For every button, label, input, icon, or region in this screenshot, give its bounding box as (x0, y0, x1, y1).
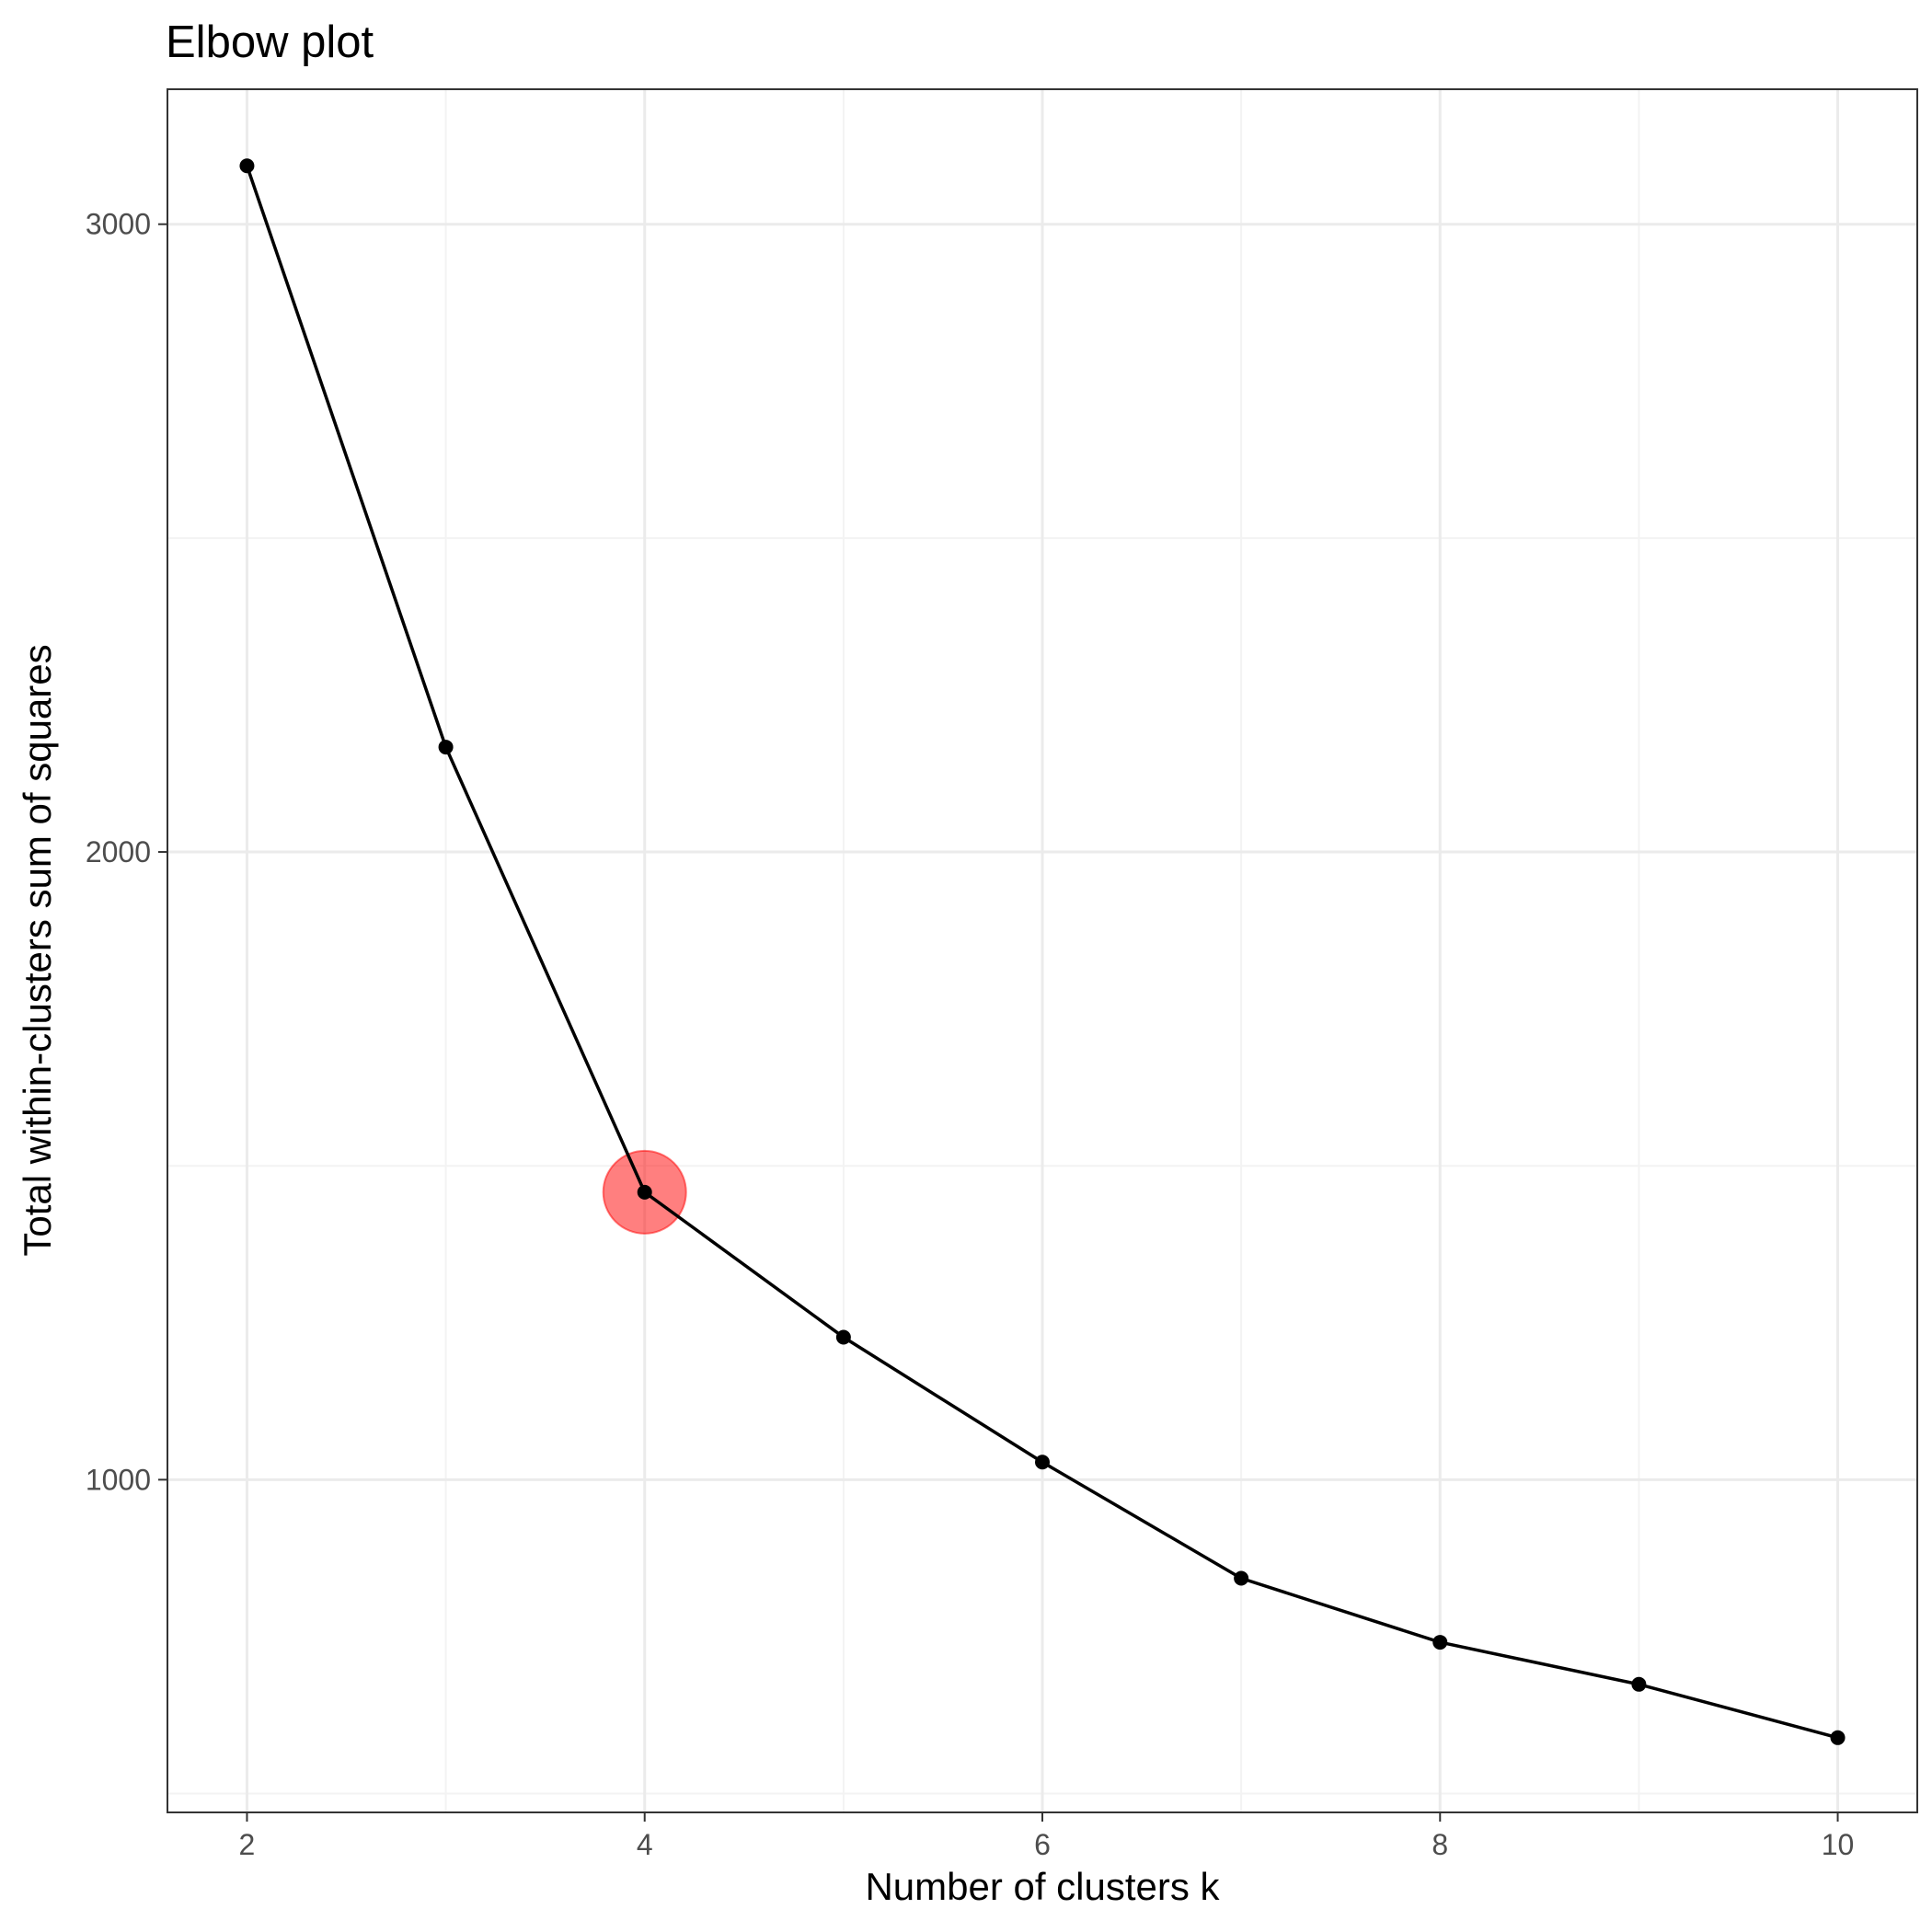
data-point (1432, 1635, 1448, 1650)
data-point (1830, 1730, 1846, 1745)
y-axis: 1000 2000 3000 (86, 208, 167, 1496)
data-point (1631, 1676, 1647, 1692)
data-point (1234, 1570, 1249, 1586)
y-tick-label: 3000 (86, 208, 151, 241)
x-tick-label: 10 (1822, 1828, 1855, 1861)
major-gridlines (167, 89, 1917, 1812)
x-tick-label: 6 (1034, 1828, 1051, 1861)
series-layer (239, 158, 1846, 1745)
data-point (637, 1184, 652, 1200)
data-point (835, 1329, 851, 1345)
x-tick-label: 2 (239, 1828, 256, 1861)
data-point (438, 740, 454, 755)
data-point (239, 158, 255, 174)
y-tick-label: 2000 (86, 835, 151, 868)
y-axis-label: Total within-clusters sum of squares (16, 644, 59, 1256)
x-axis: 2 4 6 8 10 (239, 1812, 1855, 1861)
data-point (1035, 1455, 1050, 1470)
x-tick-label: 8 (1432, 1828, 1448, 1861)
chart-title: Elbow plot (166, 17, 374, 67)
x-tick-label: 4 (637, 1828, 653, 1861)
y-tick-label: 1000 (86, 1463, 151, 1496)
x-axis-label: Number of clusters k (865, 1865, 1220, 1908)
